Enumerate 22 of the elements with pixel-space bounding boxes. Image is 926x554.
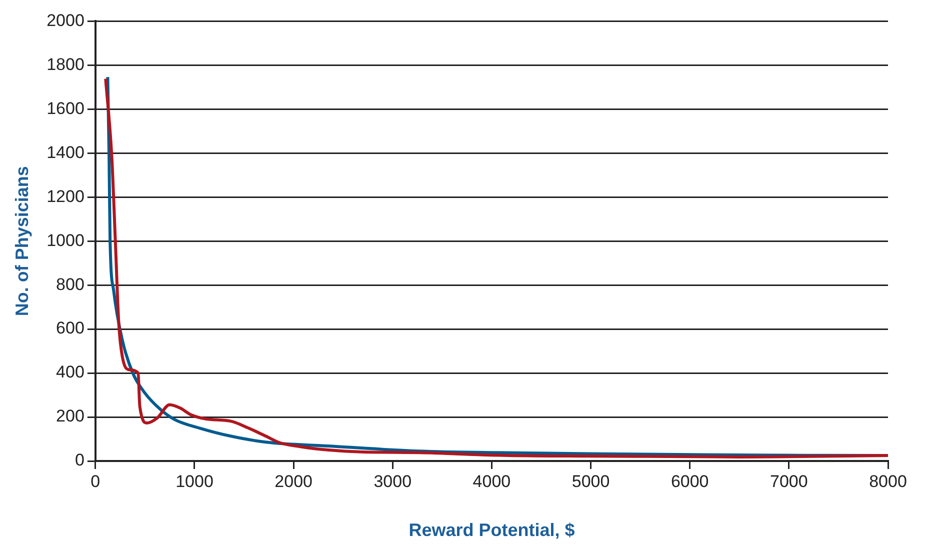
y-tick-label: 1000 xyxy=(46,230,84,250)
x-tick-label: 5000 xyxy=(572,472,610,491)
x-tick-label: 7000 xyxy=(770,472,808,491)
y-tick-label: 400 xyxy=(56,362,84,382)
y-tick-label: 1800 xyxy=(46,54,84,74)
y-tick-label: 200 xyxy=(56,406,84,426)
y-tick-label: 0 xyxy=(74,450,84,470)
y-tick-label: 600 xyxy=(56,318,84,338)
y-tick-label: 1200 xyxy=(46,186,84,206)
x-tick-label: 6000 xyxy=(670,472,709,491)
x-axis-title: Reward Potential, $ xyxy=(408,520,575,540)
x-tick-label: 3000 xyxy=(374,472,412,491)
y-axis-title: No. of Physicians xyxy=(12,166,32,316)
x-tick-label: 1000 xyxy=(176,472,214,491)
x-tick-label: 8000 xyxy=(869,472,907,491)
x-tick-label: 0 xyxy=(90,472,100,491)
x-tick-label: 2000 xyxy=(274,472,312,491)
y-tick-label: 800 xyxy=(56,274,84,294)
x-tick-label: 4000 xyxy=(472,472,511,491)
y-tick-label: 2000 xyxy=(46,10,84,30)
y-tick-label: 1600 xyxy=(46,98,84,118)
y-tick-label: 1400 xyxy=(46,142,84,162)
